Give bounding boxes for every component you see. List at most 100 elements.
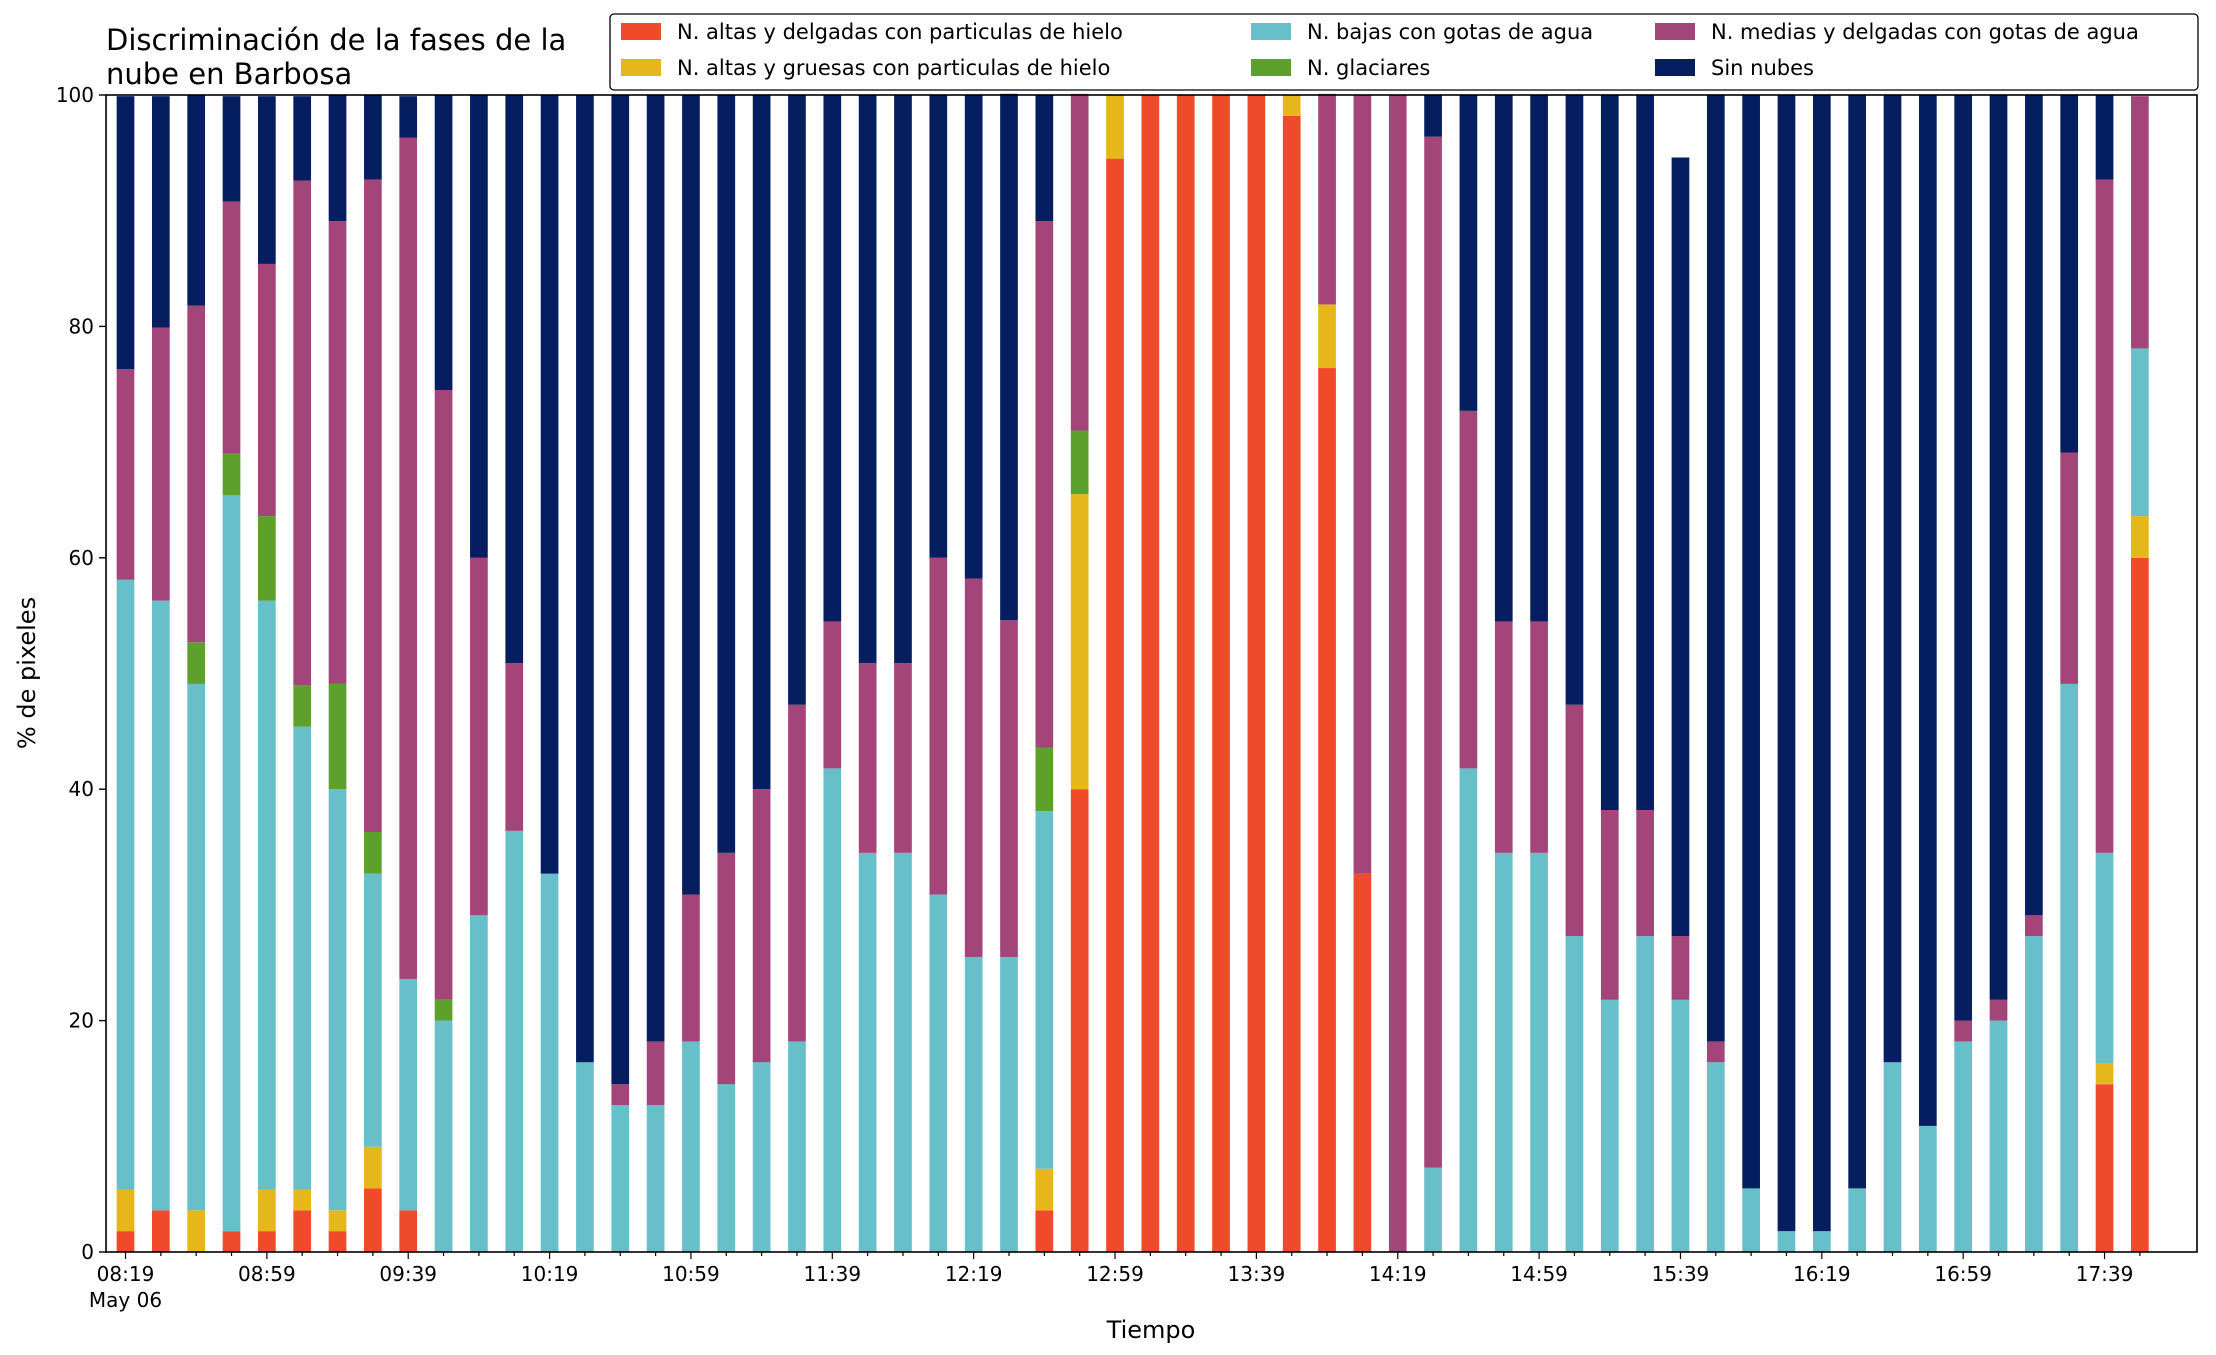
bar-segment-s3-t7 <box>364 832 382 874</box>
y-tick-label: 0 <box>81 1240 94 1264</box>
bar-segment-s5-t11 <box>505 95 524 664</box>
bar-segment-s5-t8 <box>399 96 418 138</box>
bar-segment-s2-t18 <box>752 1062 771 1252</box>
bar-segment-s4-t41 <box>1565 704 1584 937</box>
bar-segment-s3-t9 <box>434 999 453 1021</box>
bar-segment-s5-t18 <box>752 95 771 790</box>
bar-segment-s5-t53 <box>1989 95 2008 1000</box>
y-tick-label: 40 <box>69 777 94 801</box>
x-tick-label: 12:19 <box>945 1262 1003 1286</box>
bar-segment-s2-t41 <box>1565 936 1584 1252</box>
bar-segment-s2-t44 <box>1671 999 1690 1252</box>
bar-segment-s2-t12 <box>540 873 559 1252</box>
bar-segment-s4-t43 <box>1636 810 1654 937</box>
bar-segment-s3-t27 <box>1070 430 1089 495</box>
legend-label-5: Sin nubes <box>1711 56 1814 80</box>
legend-label-4: N. medias y delgadas con gotas de agua <box>1711 20 2139 44</box>
y-tick-label: 60 <box>69 546 94 570</box>
bar-segment-s5-t22 <box>894 95 912 664</box>
bar-segment-s2-t10 <box>470 915 488 1252</box>
x-tick-label: 15:39 <box>1652 1262 1710 1286</box>
bar-segment-s2-t55 <box>2060 683 2079 1252</box>
bar-segment-s4-t20 <box>823 621 842 769</box>
bar-segment-s3-t4 <box>258 516 276 601</box>
bar-segment-s5-t5 <box>293 96 312 181</box>
bar-segment-s0-t1 <box>151 1210 170 1252</box>
bar-segment-s4-t55 <box>2060 452 2079 684</box>
x-axis-label: Tiempo <box>1106 1316 1196 1344</box>
x-tick-label: 16:59 <box>1934 1262 1992 1286</box>
bar-segment-s5-t52 <box>1954 95 1973 1021</box>
bar-segment-s2-t24 <box>964 956 983 1252</box>
bar-segment-s1-t56 <box>2095 1063 2114 1085</box>
bar-segment-s4-t7 <box>364 179 382 833</box>
bar-segment-s4-t16 <box>682 894 700 1042</box>
bar-segment-s4-t22 <box>894 663 912 853</box>
legend-swatch-0 <box>621 23 661 40</box>
bar-segment-s4-t5 <box>293 180 312 686</box>
bar-segment-s0-t33 <box>1282 115 1301 1253</box>
bar-segment-s4-t37 <box>1424 136 1442 1168</box>
bar-segment-s5-t13 <box>576 95 594 1063</box>
legend-swatch-4 <box>1655 23 1695 40</box>
bar-segment-s1-t27 <box>1070 494 1089 790</box>
legend-label-3: N. glaciares <box>1307 56 1430 80</box>
bars-layer <box>116 93 2149 1253</box>
bar-segment-s4-t14 <box>611 1084 630 1106</box>
bar-segment-s5-t24 <box>964 95 983 579</box>
bar-segment-s5-t25 <box>1000 93 1018 621</box>
bar-segment-s3-t6 <box>328 683 347 790</box>
bar-segment-s5-t42 <box>1600 95 1619 811</box>
bar-segment-s2-t4 <box>258 600 276 1190</box>
bar-segment-s5-t43 <box>1636 95 1654 811</box>
bar-segment-s2-t25 <box>1000 956 1018 1252</box>
x-tick-label: 08:59 <box>238 1262 296 1286</box>
x-tick-label: 09:39 <box>379 1262 437 1286</box>
bar-segment-s5-t10 <box>470 95 488 558</box>
bar-segment-s4-t24 <box>964 578 983 957</box>
bar-segment-s0-t31 <box>1212 95 1230 1252</box>
bar-segment-s5-t0 <box>116 96 135 370</box>
bar-segment-s4-t40 <box>1530 621 1548 853</box>
bar-segment-s2-t40 <box>1530 852 1548 1252</box>
bar-segment-s2-t51 <box>1918 1125 1937 1252</box>
bar-segment-s2-t37 <box>1424 1167 1442 1252</box>
bar-segment-s0-t26 <box>1035 1210 1054 1252</box>
y-tick-label: 20 <box>69 1009 94 1033</box>
bar-segment-s4-t15 <box>646 1041 665 1106</box>
bar-segment-s2-t14 <box>611 1105 630 1252</box>
bar-segment-s4-t42 <box>1600 810 1619 1000</box>
bar-segment-s4-t57 <box>2131 96 2149 349</box>
bar-segment-s4-t1 <box>151 327 170 601</box>
bar-segment-s1-t2 <box>187 1210 206 1252</box>
bar-segment-s2-t45 <box>1706 1062 1725 1252</box>
bar-segment-s5-t48 <box>1812 95 1831 1232</box>
bar-segment-s0-t56 <box>2095 1084 2114 1252</box>
bar-segment-s2-t43 <box>1636 936 1654 1252</box>
bar-segment-s5-t4 <box>258 96 276 264</box>
bar-segment-s4-t44 <box>1671 936 1690 1000</box>
bar-segment-s4-t2 <box>187 305 206 643</box>
x-date-label: May 06 <box>89 1288 162 1312</box>
bar-segment-s4-t39 <box>1494 621 1513 853</box>
legend-label-0: N. altas y delgadas con particulas de hi… <box>677 20 1123 44</box>
bar-segment-s0-t35 <box>1353 873 1372 1252</box>
bar-segment-s2-t52 <box>1954 1041 1973 1252</box>
bar-segment-s0-t30 <box>1176 95 1195 1252</box>
bar-segment-s2-t11 <box>505 830 524 1252</box>
bar-segment-s2-t17 <box>717 1084 736 1252</box>
legend-box <box>609 13 2199 91</box>
x-tick-label: 14:59 <box>1510 1262 1568 1286</box>
bar-segment-s4-t56 <box>2095 179 2114 853</box>
bar-segment-s2-t15 <box>646 1105 665 1252</box>
axes-layer: 0 20 40 60 80 100 08:19 08:59 09:39 10:19 10:59 11:… <box>56 83 2141 1312</box>
bar-segment-s4-t53 <box>1989 999 2008 1021</box>
bar-segment-s5-t20 <box>823 95 842 622</box>
bar-segment-s2-t46 <box>1742 1188 1760 1252</box>
bar-segment-s2-t22 <box>894 852 912 1252</box>
bar-segment-s2-t42 <box>1600 999 1619 1252</box>
bar-segment-s4-t35 <box>1353 95 1372 874</box>
bar-segment-s2-t8 <box>399 978 418 1211</box>
bar-segment-s0-t0 <box>116 1231 135 1252</box>
bar-segment-s2-t50 <box>1883 1062 1902 1252</box>
